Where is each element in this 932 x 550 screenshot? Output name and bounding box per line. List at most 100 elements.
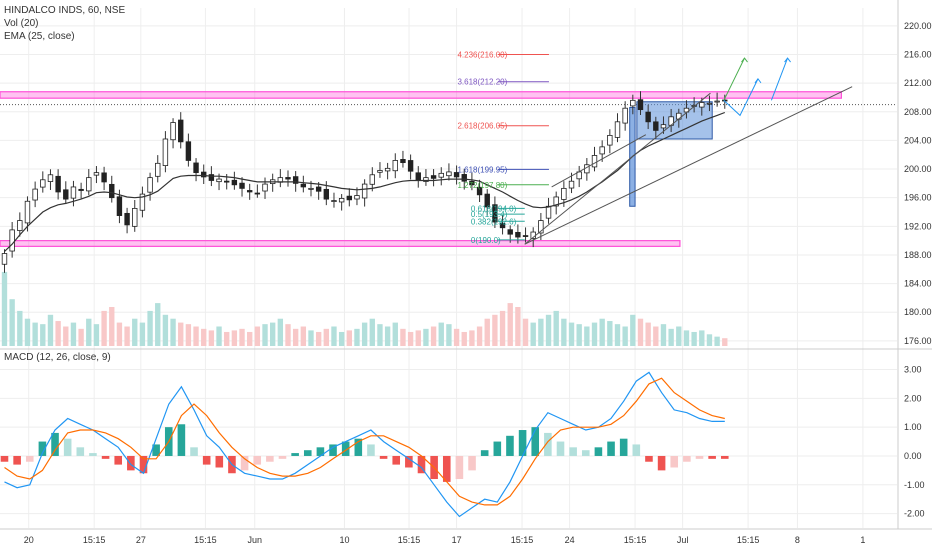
volume-bar-0 xyxy=(1,271,8,346)
volume-bar-61 xyxy=(469,330,475,346)
price-tick-label-4: 204.00 xyxy=(904,135,932,145)
candle-body-85 xyxy=(653,121,659,131)
projection-arrowhead-2 xyxy=(784,57,791,63)
volume-bar-9 xyxy=(70,322,77,346)
volume-bar-71 xyxy=(545,314,552,346)
candle-body-62 xyxy=(476,186,483,196)
macd-histogram-bar-8 xyxy=(101,455,110,459)
volume-bar-25 xyxy=(193,326,199,346)
axes: 220.00216.00212.00208.00204.00200.00196.… xyxy=(24,0,932,545)
candle-body-64 xyxy=(492,204,498,223)
price-tick-label-6: 196.00 xyxy=(904,193,932,203)
macd-histogram-bar-55 xyxy=(695,455,704,459)
candle-body-80 xyxy=(614,121,621,138)
ema-indicator-label[interactable]: EMA (25, close) xyxy=(4,31,75,42)
candle-body-63 xyxy=(484,193,490,208)
volume-bar-87 xyxy=(668,328,674,346)
candle-body-91 xyxy=(699,102,705,108)
candle-body-82 xyxy=(630,99,636,107)
volume-bar-73 xyxy=(561,318,567,346)
volume-indicator-label[interactable]: Vol (20) xyxy=(4,18,39,29)
time-tick-label-6: 15:15 xyxy=(398,535,421,545)
macd-histogram-bar-48 xyxy=(607,441,615,456)
candle-body-45 xyxy=(346,195,353,201)
price-legend: HINDALCO INDS, 60, NSE Vol (20) EMA (25,… xyxy=(4,4,125,43)
macd-histogram-bar-31 xyxy=(392,455,401,465)
volume-bar-54 xyxy=(415,330,421,346)
volume-bar-4 xyxy=(32,322,38,346)
volume-bar-37 xyxy=(285,324,291,346)
volume-bar-20 xyxy=(155,303,161,346)
volume-bar-63 xyxy=(484,318,490,346)
macd-histogram-bar-32 xyxy=(405,455,413,468)
volume-bar-32 xyxy=(247,331,253,346)
volume-bar-58 xyxy=(446,324,452,346)
macd-tick-label-3: 0.00 xyxy=(904,451,922,461)
volume-bar-33 xyxy=(254,326,261,346)
candle-body-60 xyxy=(461,174,467,182)
candle-body-21 xyxy=(162,138,169,167)
time-tick-label-14: 1 xyxy=(860,535,865,545)
volume-bar-41 xyxy=(315,331,322,346)
volume-bar-11 xyxy=(86,318,92,346)
volume-bar-31 xyxy=(239,328,245,346)
candle-body-24 xyxy=(185,141,192,161)
volume-bar-36 xyxy=(277,318,284,346)
volume-bar-29 xyxy=(224,331,230,346)
candle-body-88 xyxy=(676,112,682,120)
candle-body-31 xyxy=(239,182,245,189)
candle-body-55 xyxy=(423,177,429,182)
price-tick-label-9: 184.00 xyxy=(904,279,932,289)
price-tick-label-7: 192.00 xyxy=(904,221,932,231)
volume-bar-81 xyxy=(622,326,628,346)
candle-body-42 xyxy=(323,188,330,200)
macd-histogram-bar-15 xyxy=(190,447,198,456)
volume-bar-38 xyxy=(292,328,299,346)
candle-body-50 xyxy=(384,167,391,172)
price-tick-label-10: 180.00 xyxy=(904,307,932,317)
candle-body-72 xyxy=(553,196,559,207)
candle-body-4 xyxy=(32,188,38,201)
volume-bar-77 xyxy=(591,322,598,346)
trendline-lower xyxy=(551,134,647,188)
candle-body-49 xyxy=(377,170,383,173)
ema-line xyxy=(4,111,726,252)
macd-histogram-bar-51 xyxy=(645,455,653,462)
candle-body-78 xyxy=(599,146,605,155)
macd-histogram-bar-38 xyxy=(480,450,489,456)
candle-body-26 xyxy=(201,171,207,178)
volume-bar-7 xyxy=(55,321,61,346)
time-tick-label-8: 15:15 xyxy=(511,535,534,545)
volume-bar-34 xyxy=(262,324,268,346)
candle-body-58 xyxy=(446,171,452,177)
volume-bar-13 xyxy=(101,310,107,346)
symbol-title[interactable]: HINDALCO INDS, 60, NSE xyxy=(4,5,126,16)
price-tick-label-0: 220.00 xyxy=(904,21,932,31)
time-tick-label-0: 20 xyxy=(24,535,34,545)
macd-histogram-bar-43 xyxy=(544,432,552,456)
macd-histogram-bar-9 xyxy=(114,455,123,465)
zone-0 xyxy=(0,240,681,247)
macd-histogram-bar-29 xyxy=(367,444,375,456)
candle-body-44 xyxy=(338,197,345,203)
volume-bar-84 xyxy=(645,322,651,346)
fib-label-1: 3.618(212.20) xyxy=(457,78,507,87)
volume-bar-23 xyxy=(178,322,184,346)
volume-bar-68 xyxy=(522,318,529,346)
volume-bar-75 xyxy=(576,324,582,346)
volume-bar-88 xyxy=(676,326,682,346)
macd-histogram-bar-27 xyxy=(341,441,350,456)
time-tick-label-1: 15:15 xyxy=(83,535,106,545)
candle-body-46 xyxy=(354,195,360,200)
macd-histogram-bar-44 xyxy=(556,441,565,456)
candle-body-59 xyxy=(453,172,460,178)
candle-body-15 xyxy=(116,196,123,216)
volume-bar-19 xyxy=(147,310,153,346)
macd-histogram-bar-40 xyxy=(506,435,514,456)
volume-bar-30 xyxy=(231,330,238,346)
macd-histogram-bar-39 xyxy=(493,441,502,456)
macd-indicator-label[interactable]: MACD (12, 26, close, 9) xyxy=(4,352,111,363)
trendline-steep xyxy=(524,92,711,245)
candle-body-48 xyxy=(369,174,375,185)
